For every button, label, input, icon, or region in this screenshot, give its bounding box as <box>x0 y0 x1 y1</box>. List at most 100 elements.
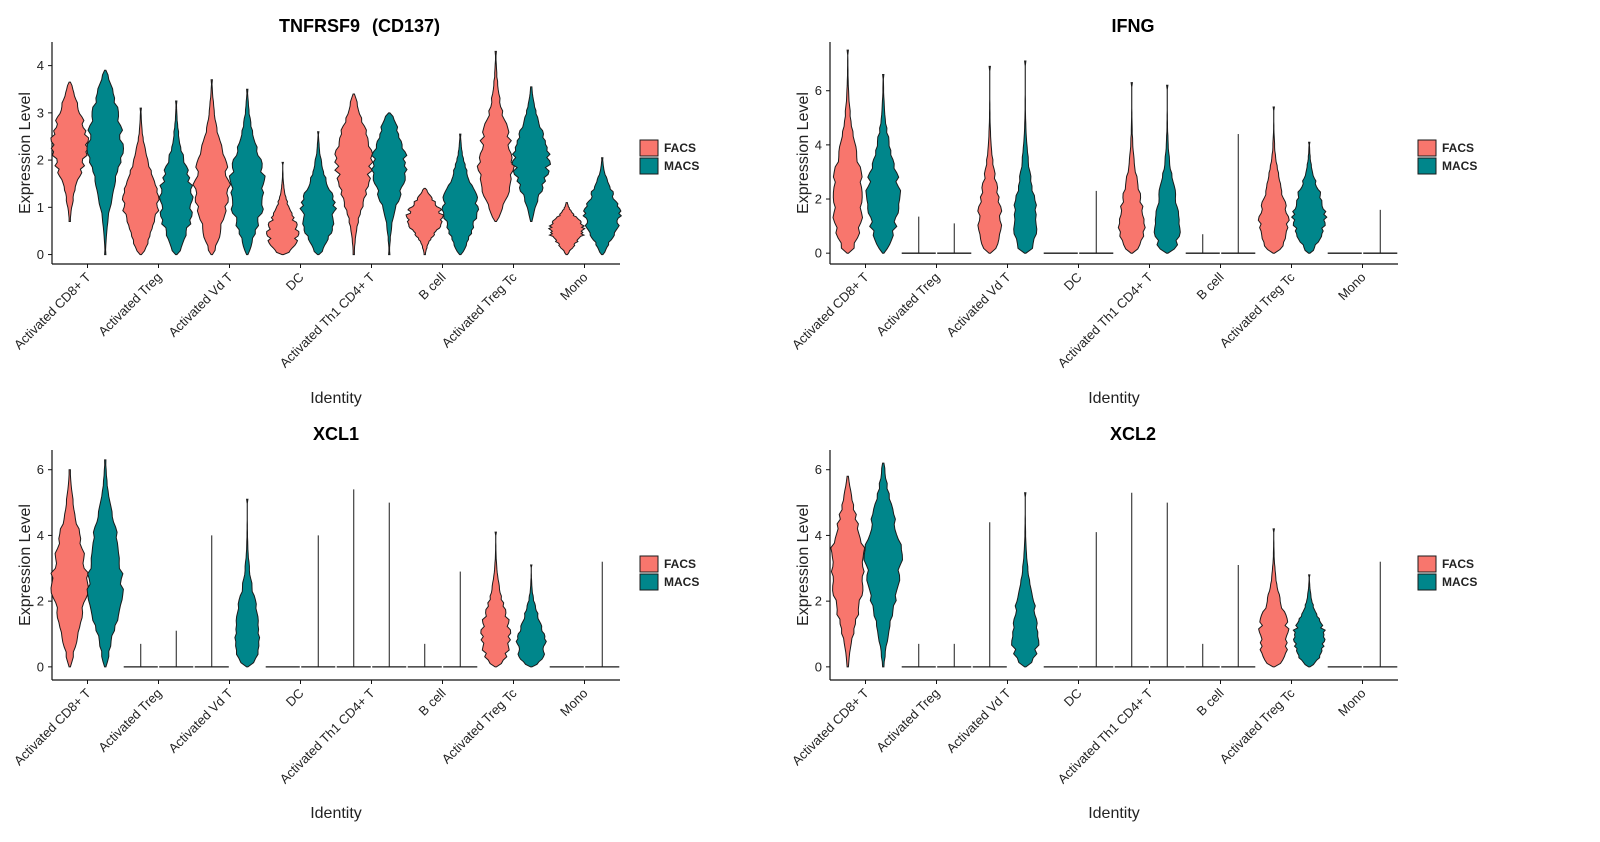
violin-facs-3 <box>192 79 232 256</box>
violin-macs-6 <box>1221 134 1256 254</box>
violin-facs-3 <box>194 535 229 668</box>
x-tick-label: Activated CD8+ T <box>11 685 94 768</box>
chart-title: XCL1 <box>313 424 359 444</box>
x-tick-label: Activated Treg <box>873 686 942 755</box>
violin-macs-4 <box>1079 532 1114 668</box>
x-axis-title: Identity <box>1088 390 1140 407</box>
chart-panel-1: TNFRSF9 (CD137) 0 1 2 3 4 Expression Level Activ… <box>11 16 699 407</box>
y-axis-title: Expression Level <box>17 92 34 214</box>
violin-shape <box>863 462 904 668</box>
legend-label: MACS <box>664 575 699 589</box>
legend-label: FACS <box>664 557 696 571</box>
x-tick-label: Activated Treg <box>95 270 164 339</box>
violin-macs-1 <box>863 462 904 668</box>
violin-macs-5 <box>1150 502 1185 668</box>
chart-title-text: XCL2 <box>1110 424 1156 444</box>
legend-swatch-facs <box>1417 139 1437 157</box>
x-tick-label: Activated Treg Tc <box>1217 685 1298 766</box>
x-axis-title: Identity <box>1088 805 1140 822</box>
y-tick-label: 0 <box>815 246 822 261</box>
violin-facs-8 <box>547 202 586 256</box>
x-tick-label: Activated CD8+ T <box>789 685 872 768</box>
y-tick-label: 6 <box>815 462 822 477</box>
x-tick-label: B cell <box>1194 685 1227 718</box>
chart-panel-4: XCL2 0 2 4 6 Expression Level Activated CD8+ T… <box>789 424 1477 822</box>
y-axis-title: Expression Level <box>795 504 812 626</box>
violin-facs-7 <box>480 531 512 668</box>
y-tick-label: 4 <box>37 528 44 543</box>
violin-macs-4 <box>299 131 338 256</box>
legend: FACS MACS <box>639 555 699 591</box>
x-tick-label: Activated Vd T <box>943 685 1013 755</box>
x-tick-label: Activated Treg Tc <box>1217 269 1298 350</box>
y-tick-label: 6 <box>815 83 822 98</box>
violin-macs-4 <box>1079 190 1114 254</box>
legend-swatch-macs <box>1417 157 1437 175</box>
y-tick-label: 0 <box>37 247 44 262</box>
violin-shape <box>832 49 864 254</box>
legend-swatch-facs <box>639 139 659 157</box>
violin-macs-1 <box>865 74 902 254</box>
legend-label: FACS <box>664 141 696 155</box>
x-tick-label: Mono <box>557 686 591 720</box>
legend-label: MACS <box>664 159 699 173</box>
x-tick-label: Mono <box>557 270 591 304</box>
violin-shape <box>547 202 586 256</box>
violin-facs-6 <box>1185 643 1220 668</box>
violin-facs-6 <box>407 643 442 668</box>
violin-macs-4 <box>301 535 336 668</box>
violin-shape <box>582 157 623 256</box>
x-tick-label: Mono <box>1335 686 1369 720</box>
violin-facs-5 <box>1117 82 1146 254</box>
violin-shape <box>1013 60 1038 254</box>
x-tick-label: Activated Treg Tc <box>439 269 520 350</box>
violin-facs-1 <box>830 475 866 668</box>
legend-swatch-facs <box>1417 555 1437 573</box>
x-tick-label: DC <box>283 686 307 710</box>
x-tick-label: Activated Vd T <box>165 685 235 755</box>
violin-macs-8 <box>582 157 623 256</box>
violin-shape <box>228 88 266 256</box>
violin-macs-1 <box>86 459 124 668</box>
y-tick-label: 4 <box>815 137 822 152</box>
violin-shape <box>977 65 1003 254</box>
violin-shape <box>1153 84 1181 254</box>
violin-macs-7 <box>1290 141 1328 254</box>
chart-title: IFNG <box>1112 16 1155 36</box>
violin-facs-7 <box>1258 528 1290 668</box>
x-tick-label: Activated CD8+ T <box>11 269 94 352</box>
violin-macs-6 <box>441 133 480 256</box>
violin-shape <box>1292 574 1326 668</box>
violin-facs-5 <box>336 489 371 668</box>
y-tick-label: 0 <box>815 659 822 674</box>
x-tick-label: B cell <box>1194 269 1227 302</box>
y-tick-label: 6 <box>37 462 44 477</box>
violin-shape <box>299 131 338 256</box>
violin-facs-1 <box>50 81 90 222</box>
legend: FACS MACS <box>639 139 699 175</box>
violin-facs-5 <box>334 93 374 256</box>
x-tick-label: B cell <box>416 685 449 718</box>
violin-shape <box>1258 528 1290 668</box>
violin-facs-7 <box>1257 106 1290 254</box>
violin-facs-2 <box>121 107 160 256</box>
x-tick-label: Activated Treg Tc <box>439 685 520 766</box>
violin-shape <box>865 74 902 254</box>
violin-shape <box>234 498 261 668</box>
violin-facs-1 <box>832 49 864 254</box>
y-tick-label: 4 <box>815 528 822 543</box>
x-tick-label: Activated Vd T <box>943 269 1013 339</box>
violin-shape <box>370 112 408 256</box>
violin-macs-6 <box>1221 565 1256 668</box>
violin-shape <box>1257 106 1290 254</box>
violin-macs-7 <box>511 86 552 222</box>
violin-shape <box>50 469 90 668</box>
chart-title-text: TNFRSF9 <box>279 16 360 36</box>
violin-facs-7 <box>476 50 515 222</box>
y-tick-label: 2 <box>37 153 44 168</box>
violin-shape <box>1117 82 1146 254</box>
x-tick-label: Activated Treg <box>95 686 164 755</box>
violin-macs-5 <box>1153 84 1181 254</box>
chart-title-suffix: (CD137) <box>372 16 440 36</box>
